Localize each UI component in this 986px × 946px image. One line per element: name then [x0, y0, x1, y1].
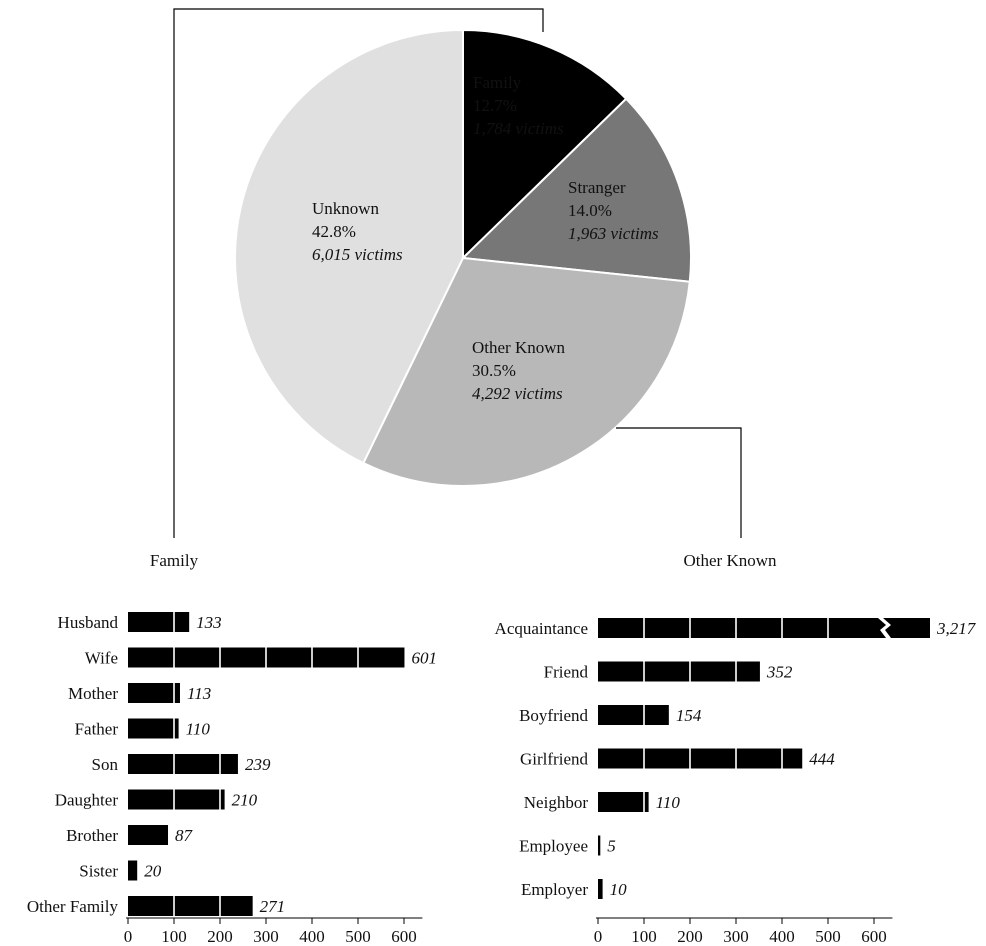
- bar-label-husband: Husband: [58, 613, 119, 632]
- x-tick-label-100: 100: [631, 927, 657, 946]
- bar-value-son: 239: [245, 755, 271, 774]
- bar-value-father: 110: [186, 720, 211, 739]
- bar-mother: [128, 683, 180, 703]
- bar-value-boyfriend: 154: [676, 706, 702, 725]
- bar-label-brother: Brother: [66, 826, 118, 845]
- bar-label-friend: Friend: [544, 663, 589, 682]
- x-tick-label-0: 0: [594, 927, 603, 946]
- pie-label-family-percent: 12.7%: [473, 96, 517, 115]
- family-connector-line: [173, 8, 544, 538]
- other-known-panel-title: Other Known: [683, 551, 777, 570]
- pie-label-stranger-percent: 14.0%: [568, 201, 612, 220]
- bar-friend: [598, 661, 760, 682]
- pie-label-unknown-percent: 42.8%: [312, 222, 356, 241]
- bar-value-daughter: 210: [232, 791, 258, 810]
- bar-label-boyfriend: Boyfriend: [519, 706, 588, 725]
- family-bar-chart: Husband 133 Wife 601 Mother 113 Father 110 Son 23…: [27, 612, 437, 946]
- bar-label-employee: Employee: [519, 837, 588, 856]
- bar-label-employer: Employer: [521, 880, 588, 899]
- bar-value-neighbor: 110: [656, 793, 681, 812]
- bar-label-son: Son: [92, 755, 119, 774]
- bar-value-other-family: 271: [260, 897, 286, 916]
- bar-sister: [128, 860, 138, 881]
- bar-value-girlfriend: 444: [809, 750, 835, 769]
- bar-label-sister: Sister: [79, 862, 118, 881]
- bar-other-family: [128, 896, 253, 916]
- pie-slice-other-known: [361, 256, 691, 487]
- pie-slice-unknown: [234, 28, 464, 465]
- pie-label-family-victims: 1,784 victims: [473, 119, 564, 138]
- bar-label-daughter: Daughter: [55, 791, 119, 810]
- pie-label-unknown-name: Unknown: [312, 199, 380, 218]
- bar-brother: [128, 825, 169, 845]
- x-tick-label-400: 400: [299, 927, 325, 946]
- other-known-connector-line: [616, 427, 742, 538]
- x-tick-label-400: 400: [769, 927, 795, 946]
- bar-value-employee: 5: [607, 837, 616, 856]
- x-tick-label-100: 100: [161, 927, 187, 946]
- axis-break-mark: [878, 618, 892, 638]
- family-panel-title: Family: [150, 551, 199, 570]
- pie-slice-stranger: [460, 97, 692, 283]
- x-tick-label-0: 0: [124, 927, 133, 946]
- x-tick-label-300: 300: [723, 927, 749, 946]
- bar-boyfriend: [598, 705, 669, 725]
- x-tick-label-600: 600: [861, 927, 887, 946]
- x-tick-label-600: 600: [391, 927, 417, 946]
- bar-daughter: [128, 789, 225, 810]
- bar-employer: [598, 879, 603, 899]
- bar-value-friend: 352: [766, 663, 793, 682]
- bar-employee: [598, 835, 601, 856]
- bar-son: [128, 754, 238, 774]
- other-known-bar-chart: Acquaintance 3,217 Friend 352 Boyfriend 154 Gi…: [495, 618, 977, 946]
- pie-label-stranger-name: Stranger: [568, 178, 626, 197]
- bar-father: [128, 718, 179, 739]
- bar-neighbor: [598, 792, 649, 812]
- bar-label-other-family: Other Family: [27, 897, 119, 916]
- bar-value-husband: 133: [196, 613, 222, 632]
- bar-girlfriend: [598, 748, 803, 769]
- bar-value-sister: 20: [144, 862, 162, 881]
- bar-husband: [128, 612, 190, 632]
- x-tick-label-500: 500: [815, 927, 841, 946]
- pie-label-family-name: Family: [473, 73, 522, 92]
- bar-value-acquaintance: 3,217: [936, 619, 977, 638]
- pie-slice-family: [462, 28, 628, 261]
- x-tick-label-200: 200: [207, 927, 233, 946]
- bar-value-mother: 113: [187, 684, 211, 703]
- bar-label-acquaintance: Acquaintance: [495, 619, 588, 638]
- pie-label-other-known-name: Other Known: [472, 338, 566, 357]
- x-tick-label-200: 200: [677, 927, 703, 946]
- bar-value-brother: 87: [175, 826, 194, 845]
- bar-label-wife: Wife: [85, 649, 118, 668]
- pie-chart: Family 12.7% 1,784 victims Stranger 14.0% 1,9…: [234, 28, 692, 487]
- bar-value-wife: 601: [411, 649, 437, 668]
- connector-lines: [173, 8, 742, 538]
- bar-label-neighbor: Neighbor: [524, 793, 589, 812]
- x-tick-label-500: 500: [345, 927, 371, 946]
- bar-acquaintance: [598, 618, 930, 638]
- pie-label-unknown-victims: 6,015 victims: [312, 245, 403, 264]
- bar-label-father: Father: [75, 720, 119, 739]
- pie-label-other-known-percent: 30.5%: [472, 361, 516, 380]
- pie-label-other-known-victims: 4,292 victims: [472, 384, 563, 403]
- bar-label-girlfriend: Girlfriend: [520, 750, 588, 769]
- bar-value-employer: 10: [610, 880, 628, 899]
- bar-label-mother: Mother: [68, 684, 118, 703]
- pie-label-stranger-victims: 1,963 victims: [568, 224, 659, 243]
- x-tick-label-300: 300: [253, 927, 279, 946]
